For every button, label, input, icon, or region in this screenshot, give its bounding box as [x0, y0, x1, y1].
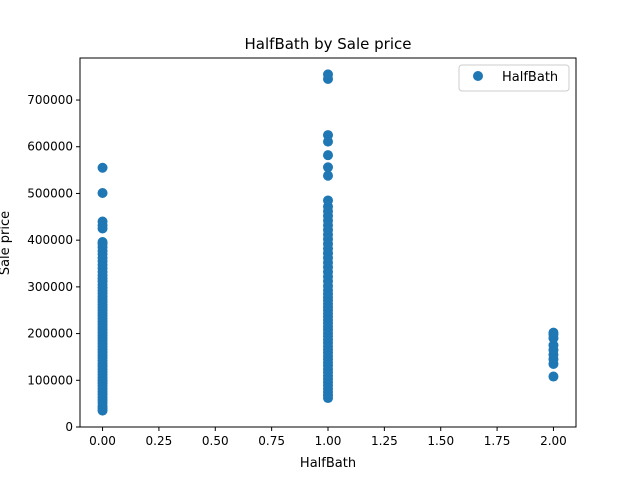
chart-title: HalfBath by Sale price — [245, 35, 412, 53]
x-tick-label: 2.00 — [540, 434, 567, 448]
data-point — [548, 340, 559, 351]
data-point — [323, 195, 333, 206]
legend-marker — [473, 71, 483, 81]
data-point — [548, 327, 559, 338]
y-tick-label: 300000 — [27, 280, 73, 294]
x-tick-label: 0.75 — [258, 434, 285, 448]
data-point — [323, 170, 333, 181]
data-point — [323, 130, 333, 141]
y-axis-label: Sale price — [0, 211, 13, 275]
x-tick-label: 1.75 — [484, 434, 511, 448]
x-tick-label: 1.50 — [427, 434, 454, 448]
data-point — [323, 69, 333, 80]
x-axis-label: HalfBath — [300, 456, 356, 471]
y-axis: 0 100000 200000 300000 400000 500000 600000 700… — [27, 93, 80, 434]
x-tick-label: 1.00 — [315, 434, 342, 448]
data-point — [323, 162, 333, 173]
data-point — [97, 187, 108, 198]
x-axis: 0.00 0.25 0.50 0.75 1.00 1.25 1.50 1.75 2.00 — [89, 427, 567, 448]
data-point — [548, 371, 559, 382]
data-point — [97, 162, 108, 173]
legend-label: HalfBath — [502, 70, 558, 85]
y-tick-label: 700000 — [27, 93, 73, 107]
y-tick-label: 400000 — [27, 233, 73, 247]
y-tick-label: 0 — [65, 420, 73, 434]
y-tick-label: 500000 — [27, 186, 73, 200]
y-tick-label: 600000 — [27, 140, 73, 154]
data-point — [97, 216, 108, 227]
data-point — [97, 237, 108, 248]
x-tick-label: 0.25 — [146, 434, 173, 448]
data-point — [323, 150, 333, 161]
x-tick-label: 1.25 — [371, 434, 398, 448]
y-tick-label: 100000 — [27, 373, 73, 387]
points-layer — [97, 69, 559, 416]
x-tick-label: 0.00 — [89, 434, 116, 448]
y-tick-label: 200000 — [27, 327, 73, 341]
legend-box — [458, 64, 570, 92]
x-tick-label: 0.50 — [202, 434, 229, 448]
legend: HalfBath — [458, 64, 570, 92]
